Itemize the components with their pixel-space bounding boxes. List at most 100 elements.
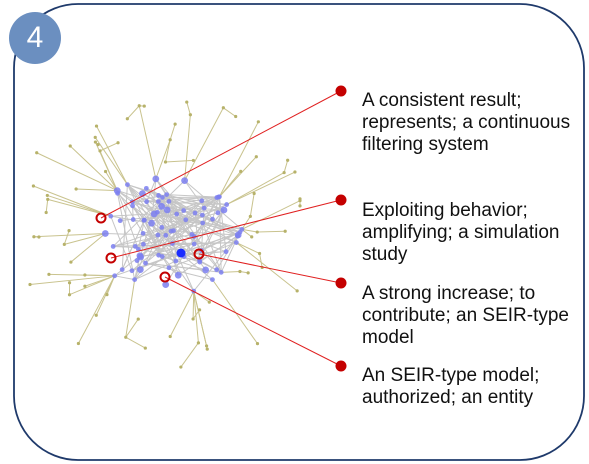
periphery-edge — [249, 193, 255, 217]
core-node — [112, 273, 118, 279]
core-node — [134, 258, 140, 263]
core-node — [235, 233, 241, 239]
periphery-node — [74, 187, 78, 191]
core-node — [202, 266, 210, 274]
core-edge — [184, 180, 243, 230]
periphery-node — [205, 347, 209, 351]
periphery-node — [98, 149, 102, 153]
callout-text-4: An SEIR-type model; authorized; an entit… — [362, 365, 540, 408]
core-node — [119, 267, 125, 272]
periphery-edge — [33, 233, 106, 238]
core-node — [159, 254, 165, 259]
core-edge — [165, 196, 220, 285]
core-node — [163, 206, 171, 214]
periphery-node — [76, 341, 81, 346]
periphery-node — [255, 230, 259, 234]
core-edge — [158, 254, 206, 271]
periphery-node — [221, 106, 225, 110]
periphery-edge — [125, 336, 146, 349]
core-edge — [218, 196, 222, 273]
core-edge — [116, 190, 144, 234]
periphery-edge — [77, 275, 116, 344]
core-edge — [114, 275, 135, 281]
periphery-node — [28, 282, 32, 287]
periphery-edge — [165, 159, 194, 163]
periphery-node — [93, 135, 97, 140]
core-edge — [143, 233, 192, 245]
core-node — [162, 281, 170, 289]
core-node — [150, 210, 158, 218]
core-node — [239, 226, 245, 232]
periphery-node — [207, 300, 211, 304]
periphery-edge — [45, 199, 49, 213]
callout-line-2 — [110, 199, 342, 259]
periphery-node — [116, 141, 120, 145]
core-node — [115, 190, 120, 196]
periphery-edge — [155, 139, 171, 180]
core-node — [192, 210, 198, 216]
core-node — [156, 199, 161, 204]
periphery-node — [37, 235, 41, 239]
periphery-edge — [226, 172, 285, 205]
core-node — [183, 217, 189, 223]
periphery-node — [238, 269, 242, 274]
periphery-node — [124, 335, 128, 339]
periphery-node — [94, 313, 98, 317]
periphery-edge — [226, 171, 296, 206]
callout-text-3: A strong increase; to contribute; an SEI… — [362, 283, 569, 348]
core-node — [181, 208, 187, 213]
core-edge — [110, 215, 133, 271]
periphery-edge — [236, 242, 260, 254]
periphery-edge — [241, 228, 258, 233]
periphery-edge — [125, 318, 139, 338]
core-edge — [161, 196, 220, 207]
periphery-edge — [84, 275, 115, 287]
core-edge — [154, 213, 242, 230]
core-node — [132, 244, 138, 249]
periphery-edge — [48, 273, 115, 277]
periphery-node — [185, 100, 189, 104]
periphery-node — [143, 346, 147, 350]
periphery-node — [179, 365, 183, 369]
periphery-edge — [184, 107, 224, 181]
periphery-node — [196, 341, 201, 345]
periphery-edge — [164, 139, 171, 163]
core-node — [215, 210, 221, 216]
periphery-edge — [126, 105, 140, 120]
core-edge — [157, 210, 184, 213]
periphery-node — [68, 144, 72, 148]
core-node — [191, 241, 197, 247]
core-node — [201, 205, 207, 211]
core-node — [158, 202, 165, 210]
periphery-node — [44, 210, 48, 215]
core-edge — [144, 219, 203, 224]
periphery-edge — [283, 160, 289, 173]
callout-text-1: A consistent result; represents; a conti… — [362, 90, 571, 155]
periphery-node — [239, 169, 243, 173]
periphery-edge — [33, 185, 111, 217]
panel-number-label: 4 — [26, 21, 44, 54]
core-node — [214, 267, 220, 273]
core-node — [155, 232, 161, 238]
core-node — [233, 240, 239, 245]
core-edge — [143, 219, 163, 257]
periphery-node — [45, 193, 49, 198]
core-node — [101, 230, 109, 237]
core-node — [174, 211, 180, 217]
core-node — [148, 219, 155, 227]
core-node — [137, 253, 145, 261]
periphery-node — [32, 235, 36, 239]
core-node — [168, 228, 174, 234]
core-node — [130, 203, 135, 209]
periphery-edge — [219, 171, 242, 198]
panel-badge-circle — [9, 12, 61, 64]
periphery-node — [197, 308, 202, 312]
periphery-node — [93, 140, 98, 144]
periphery-edge — [193, 291, 199, 343]
periphery-node — [62, 242, 66, 247]
core-node — [143, 260, 148, 266]
core-node — [108, 213, 114, 219]
periphery-edge — [69, 145, 118, 191]
core-edge — [132, 205, 145, 221]
periphery-edge — [212, 279, 258, 344]
